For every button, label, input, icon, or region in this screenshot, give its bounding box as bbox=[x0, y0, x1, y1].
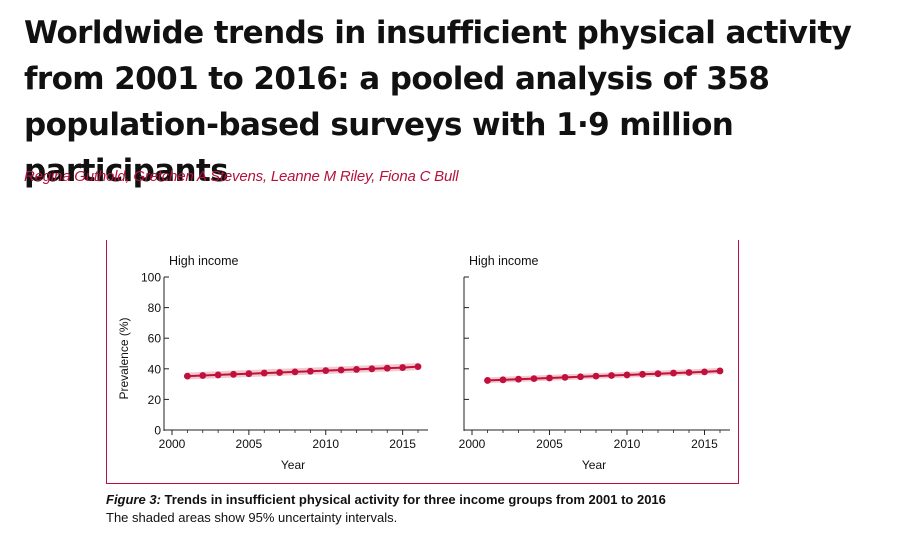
data-point bbox=[577, 373, 584, 381]
figure-title: Trends in insufficient physical activity… bbox=[164, 492, 666, 507]
data-point bbox=[608, 372, 615, 379]
x-tick-label: 2005 bbox=[536, 437, 563, 451]
data-point bbox=[670, 369, 677, 377]
panel-title: High income bbox=[469, 254, 539, 268]
x-tick-label: 2005 bbox=[236, 437, 263, 451]
data-point bbox=[260, 369, 268, 377]
data-point bbox=[199, 372, 207, 379]
data-point bbox=[716, 367, 724, 375]
x-tick-label: 2015 bbox=[389, 437, 416, 451]
figure-caption: Figure 3: Trends in insufficient physica… bbox=[106, 491, 666, 527]
author-list: Regina Guthold, Gretchen A Stevens, Lean… bbox=[24, 168, 459, 185]
y-tick-label: 80 bbox=[148, 301, 162, 315]
y-tick-label: 40 bbox=[148, 362, 162, 376]
panel-title: High income bbox=[169, 254, 239, 268]
chart-panel-2: High income 2000 2005 2010 2015 Year bbox=[459, 254, 730, 472]
data-point bbox=[499, 376, 507, 384]
data-point bbox=[322, 367, 330, 375]
data-point bbox=[306, 367, 314, 375]
trend-line bbox=[187, 365, 419, 378]
y-tick-label: 60 bbox=[148, 332, 162, 346]
data-point bbox=[701, 368, 708, 376]
figure-caption-title: Figure 3: Trends in insufficient physica… bbox=[106, 492, 666, 507]
x-tick-label: 2010 bbox=[614, 437, 641, 451]
y-tick-label: 100 bbox=[141, 271, 161, 285]
x-axis-label: Year bbox=[281, 458, 305, 472]
data-point bbox=[592, 372, 600, 380]
x-tick-label: 2015 bbox=[691, 437, 718, 451]
chart-panel-1: High income 0 20 40 60 80 100 2000 2005 2010 2015 Y… bbox=[117, 254, 428, 472]
data-point bbox=[337, 366, 345, 374]
figure-note: The shaded areas show 95% uncertainty in… bbox=[106, 510, 398, 525]
data-point bbox=[230, 370, 237, 378]
data-point bbox=[214, 371, 222, 379]
x-axis-label: Year bbox=[582, 458, 606, 472]
data-point bbox=[639, 370, 646, 378]
y-axis-label: Prevalence (%) bbox=[117, 317, 131, 399]
data-point bbox=[353, 366, 360, 373]
data-point bbox=[685, 369, 693, 376]
data-point bbox=[484, 377, 491, 384]
y-tick-label: 0 bbox=[154, 424, 161, 438]
data-point bbox=[383, 364, 391, 372]
x-tick-label: 2000 bbox=[159, 437, 186, 451]
data-point bbox=[414, 363, 422, 371]
x-tick-label: 2000 bbox=[459, 437, 486, 451]
data-point bbox=[623, 371, 631, 379]
data-point bbox=[546, 374, 553, 382]
data-point bbox=[368, 365, 376, 373]
data-point bbox=[276, 369, 284, 376]
data-point bbox=[291, 368, 299, 376]
data-point bbox=[183, 372, 191, 380]
data-point bbox=[561, 373, 569, 381]
data-point bbox=[399, 364, 407, 371]
figure-frame bbox=[106, 240, 739, 484]
data-point bbox=[530, 375, 538, 382]
data-point bbox=[654, 370, 662, 378]
figure-label: Figure 3: bbox=[106, 492, 161, 507]
y-tick-label: 20 bbox=[148, 393, 162, 407]
paper-title: Worldwide trends in insufficient physica… bbox=[24, 15, 852, 189]
data-point bbox=[515, 375, 522, 383]
trend-line bbox=[487, 369, 721, 382]
data-point bbox=[245, 370, 253, 378]
x-tick-label: 2010 bbox=[312, 437, 339, 451]
